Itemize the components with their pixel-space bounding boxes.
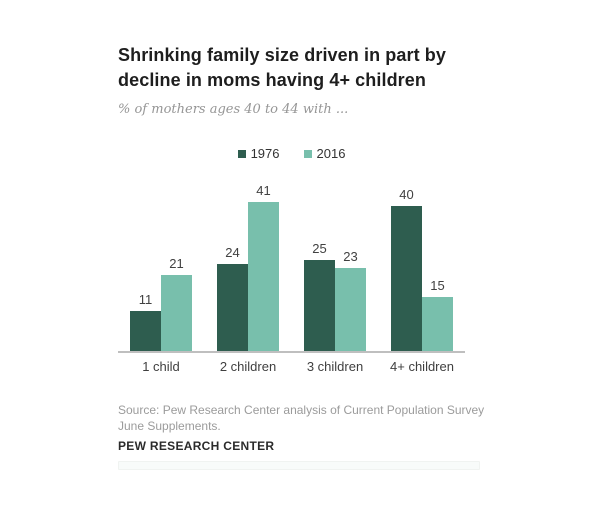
bar-plot-area: 11 21 24 41 25 23 40 15 [118,178,465,353]
source-note-line2: June Supplements. [118,419,221,433]
chart-subtitle: % of mothers ages 40 to 44 with ... [118,102,349,117]
bar-1976-3-children [304,260,335,351]
bar-2016-3-children [335,268,366,351]
source-note-line1: Source: Pew Research Center analysis of … [118,403,485,417]
chart-title: Shrinking family size driven in part by … [118,43,478,93]
bar-unit: 11 [130,292,161,351]
legend-swatch-icon [303,149,312,158]
bar-group-4+-children: 40 15 [391,187,453,351]
category-cell: 3 children [304,359,366,374]
bar-2016-1-child [161,275,192,351]
bar-value-label: 21 [169,256,184,271]
bottom-scroll-track [118,461,480,470]
bar-unit: 41 [248,183,279,351]
bar-unit: 21 [161,256,192,351]
bar-2016-2-children [248,202,279,351]
bar-group-1-child: 11 21 [130,256,192,351]
source-note: Source: Pew Research Center analysis of … [118,402,498,434]
bar-unit: 23 [335,249,366,351]
category-label: 4+ children [390,359,454,374]
category-label: 1 child [142,359,180,374]
bar-1976-4+-children [391,206,422,351]
legend-swatch-icon [237,149,246,158]
legend-item-2016: 2016 [303,146,346,161]
bar-value-label: 15 [430,278,445,293]
bar-unit: 25 [304,241,335,351]
chart-title-line1: Shrinking family size driven in part by [118,45,446,65]
bar-unit: 15 [422,278,453,351]
bar-value-label: 40 [399,187,414,202]
bar-group-3-children: 25 23 [304,241,366,351]
bar-value-label: 23 [343,249,358,264]
category-label: 2 children [219,359,277,374]
legend-item-1976: 1976 [237,146,280,161]
bar-2016-4+-children [422,297,453,351]
category-cell: 1 child [130,359,192,374]
bar-value-label: 24 [225,245,240,260]
chart-title-line2: decline in moms having 4+ children [118,70,426,90]
category-cell: 4+ children [390,359,454,374]
bar-group-2-children: 24 41 [217,183,279,351]
category-axis-labels: 1 child 2 children 3 children 4+ children [118,359,465,374]
bar-1976-1-child [130,311,161,351]
bar-1976-2-children [217,264,248,351]
bar-value-label: 11 [138,292,153,307]
bar-unit: 40 [391,187,422,351]
bar-unit: 24 [217,245,248,351]
bar-value-label: 25 [312,241,327,256]
legend-label: 1976 [250,146,280,161]
legend-label: 2016 [316,146,346,161]
category-cell: 2 children [217,359,279,374]
category-label: 3 children [306,359,364,374]
pew-research-center-wordmark: PEW RESEARCH CENTER [118,439,275,453]
bar-value-label: 41 [256,183,271,198]
chart-legend: 1976 2016 [118,146,465,161]
